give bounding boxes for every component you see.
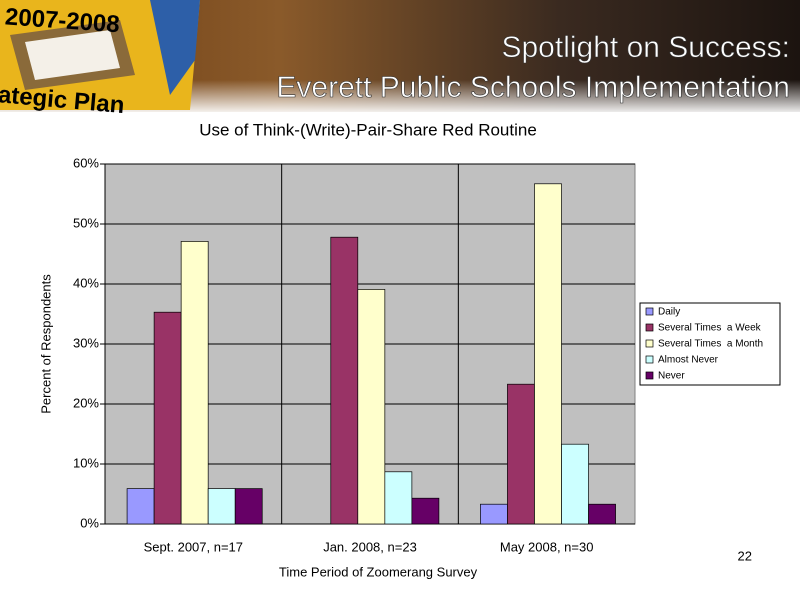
y-tick-label: 10% — [73, 455, 99, 470]
bar — [507, 383, 535, 525]
legend-label: Daily — [658, 307, 680, 318]
legend-swatch — [645, 355, 654, 364]
chart-title: Use of Think-(Write)-Pair-Share Red Rout… — [199, 120, 537, 139]
bar — [357, 289, 386, 525]
slide-heading: Spotlight on Success: — [501, 31, 790, 64]
legend — [639, 302, 781, 386]
legend-label: Several Times a Month — [658, 339, 763, 350]
legend-swatch — [645, 339, 654, 348]
y-tick-label: 60% — [73, 155, 99, 170]
y-axis-label: Percent of Respondents — [38, 274, 53, 414]
legend-label: Almost Never — [658, 355, 719, 366]
bar — [588, 503, 616, 525]
legend-label: Several Times a Week — [658, 323, 762, 334]
bar — [561, 443, 589, 525]
bar — [330, 236, 359, 525]
legend-swatch — [645, 323, 654, 332]
x-tick-label: Jan. 2008, n=23 — [323, 539, 417, 554]
bar — [384, 471, 413, 525]
bar — [126, 488, 155, 525]
bar — [534, 183, 562, 525]
x-tick-label: May 2008, n=30 — [500, 539, 594, 554]
bar — [153, 311, 182, 525]
y-tick-label: 30% — [73, 335, 99, 350]
banner-photo-inner — [25, 30, 120, 80]
banner-folder-blue — [150, 0, 200, 95]
y-tick-label: 50% — [73, 215, 99, 230]
page-number: 22 — [738, 548, 752, 563]
y-tick-label: 40% — [73, 275, 99, 290]
legend-swatch — [645, 307, 654, 316]
x-tick-label: Sept. 2007, n=17 — [144, 539, 243, 554]
y-tick-label: 20% — [73, 395, 99, 410]
bar — [207, 488, 236, 525]
bar — [180, 241, 209, 525]
bar — [234, 488, 263, 525]
x-axis-label: Time Period of Zoomerang Survey — [279, 564, 478, 579]
slide-heading: Everett Public Schools Implementation — [276, 71, 790, 104]
legend-label: Never — [658, 371, 685, 382]
bar — [480, 503, 508, 525]
bar — [411, 497, 440, 525]
legend-swatch — [645, 371, 654, 380]
y-tick-label: 0% — [80, 515, 99, 530]
